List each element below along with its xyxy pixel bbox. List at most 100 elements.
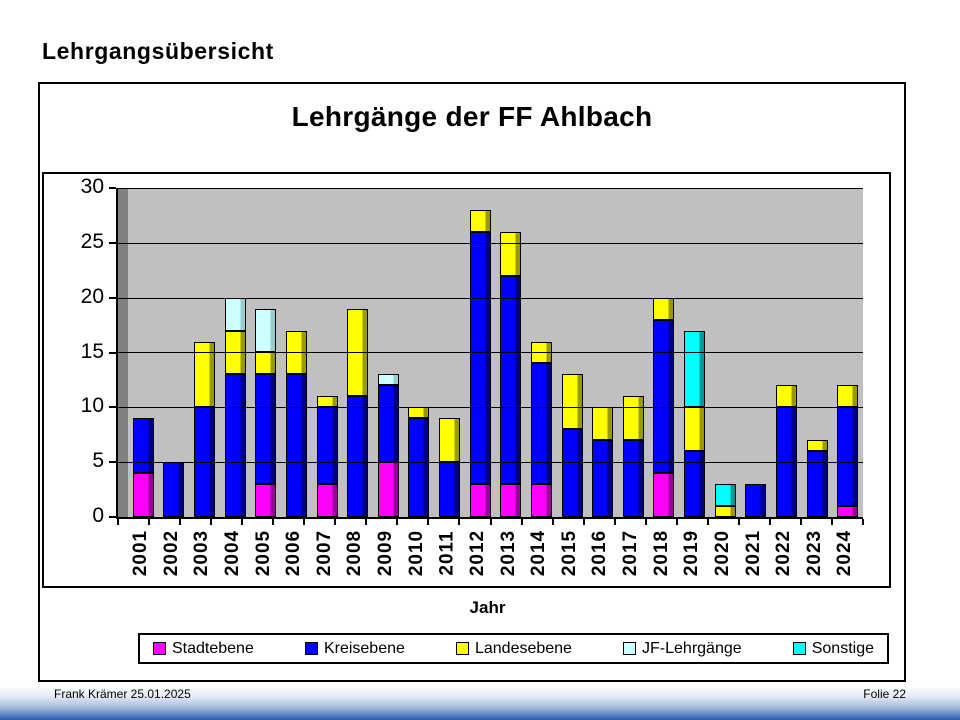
x-axis-labels: 2001 2002 2003 2004 2005 2006 2007 2008 2009 2010… [116,525,861,583]
x-axis-label-text: 2021 [743,529,765,577]
x-axis-tick [583,519,585,525]
x-axis-label: 2012 [463,525,494,581]
bar-segment [194,342,215,407]
bar-segment [684,331,705,407]
bar-segment [623,440,644,517]
x-axis-tick [676,519,678,525]
x-axis-label: 2008 [340,525,371,581]
x-axis-label: 2010 [402,525,433,581]
y-axis-label: 25 [80,230,104,254]
x-axis-label: 2023 [800,525,831,581]
x-axis-label-text: 2019 [681,529,703,577]
x-axis-label-text: 2018 [651,529,673,577]
bar-segment [317,396,338,407]
x-axis-title: Jahr [469,598,506,617]
bar-segment [470,232,491,484]
y-axis-tick [109,516,116,518]
bar-segment [378,374,399,385]
x-axis-label: 2006 [279,525,310,581]
x-axis-tick [303,519,305,525]
x-axis-tick [427,519,429,525]
bar-segment [317,484,338,517]
y-axis-label: 20 [80,285,104,309]
x-axis-tick [645,519,647,525]
x-axis-tick [707,519,709,525]
bar-segment [531,363,552,484]
x-axis-tick [179,519,181,525]
x-axis-label-text: 2011 [436,530,458,576]
bar-segment [807,451,828,517]
x-axis-tick [117,519,119,525]
legend-marker [792,642,806,655]
gridline [118,243,863,244]
x-axis-tick [396,519,398,525]
x-axis-label: 2009 [371,525,402,581]
bar-segment [653,298,674,320]
legend-label: Kreisebene [323,639,405,657]
x-axis-label: 2018 [647,525,678,581]
bar-segment [378,462,399,517]
legend-item: JF-Lehrgänge [623,640,742,658]
bar-segment [408,418,429,517]
footer-page-number: Folie 22 [863,687,906,701]
x-axis-label-text: 2010 [406,529,428,577]
x-axis-label-text: 2001 [130,529,152,577]
bar-segment [745,484,766,517]
bar-segment [715,506,736,517]
y-axis-tick [109,461,116,463]
x-axis-label-text: 2012 [467,529,489,577]
x-axis-label-text: 2023 [804,529,826,577]
bar-segment [837,407,858,506]
x-axis-label: 2001 [126,525,157,581]
bar-segment [807,440,828,451]
gridline [118,188,863,189]
bar-segment [653,473,674,517]
x-axis-label: 2013 [494,525,525,581]
x-axis-tick [769,519,771,525]
x-axis-label: 2014 [524,525,555,581]
bar-segment [562,374,583,429]
bar-segment [500,484,521,517]
bar-segment [592,440,613,517]
x-axis-label-text: 2005 [253,529,275,577]
y-axis-label: 0 [92,504,104,528]
x-axis-label-text: 2015 [559,529,581,577]
y-axis-label: 15 [80,340,104,364]
bar-segment [439,418,460,462]
x-axis-tick [210,519,212,525]
x-axis-label: 2024 [830,525,861,581]
x-axis-label: 2017 [616,525,647,581]
x-axis-label-text: 2008 [344,529,366,577]
legend-label: Sonstige [811,639,874,657]
legend-marker [623,642,637,655]
legend-item: Stadtebene [153,640,254,658]
x-axis-label-text: 2017 [620,529,642,577]
x-axis-tick [241,519,243,525]
footer-author-date: Frank Krämer 25.01.2025 [54,687,191,701]
x-axis-label-text: 2003 [191,529,213,577]
y-axis-tick [109,406,116,408]
legend-label: Landesebene [474,639,572,657]
x-axis-label: 2022 [769,525,800,581]
x-axis-label-text: 2009 [375,529,397,577]
x-axis-tick [334,519,336,525]
bar-segment [653,320,674,473]
x-axis-label: 2019 [677,525,708,581]
x-axis-tick [831,519,833,525]
gridline [118,352,863,353]
bar-segment [255,374,276,484]
x-axis-label-text: 2013 [498,529,520,577]
x-axis-label: 2021 [739,525,770,581]
gridline [118,298,863,299]
bar-segment [225,298,246,331]
x-axis-label: 2002 [157,525,188,581]
legend-label: Stadtebene [172,639,254,657]
bar-segment [776,385,797,407]
legend-marker [304,642,318,655]
x-axis-tick [862,519,864,525]
bar-segment [562,429,583,517]
y-axis-tick [109,242,116,244]
bar-segment [133,473,154,517]
bar-segment [255,309,276,352]
